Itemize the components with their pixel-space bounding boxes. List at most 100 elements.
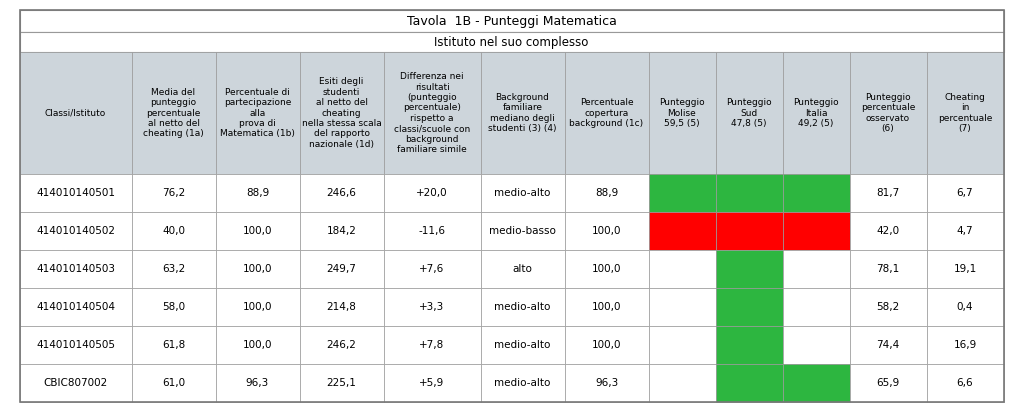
Text: 88,9: 88,9 (595, 188, 618, 198)
Text: medio-basso: medio-basso (489, 226, 555, 236)
Bar (783, 288, 849, 326)
Bar (132, 52, 216, 174)
Bar (565, 250, 649, 288)
Text: Background
familiare
mediano degli
studenti (3) (4): Background familiare mediano degli stude… (488, 93, 557, 133)
Bar (849, 212, 927, 250)
Text: 96,3: 96,3 (246, 378, 269, 388)
Text: 249,7: 249,7 (326, 264, 356, 274)
Text: +3,3: +3,3 (419, 302, 445, 312)
Text: 88,9: 88,9 (246, 188, 269, 198)
Text: +5,9: +5,9 (419, 378, 445, 388)
Bar (216, 288, 300, 326)
Bar (481, 326, 565, 364)
Bar (384, 250, 481, 288)
Text: 246,2: 246,2 (326, 340, 356, 350)
Text: 65,9: 65,9 (877, 378, 899, 388)
Bar (216, 52, 300, 174)
Text: -11,6: -11,6 (418, 226, 445, 236)
Bar (300, 364, 384, 402)
Bar (19, 212, 132, 250)
Text: +7,8: +7,8 (419, 340, 445, 350)
Text: Percentuale
copertura
background (1c): Percentuale copertura background (1c) (570, 98, 643, 128)
Text: Media del
punteggio
percentuale
al netto del
cheating (1a): Media del punteggio percentuale al netto… (143, 88, 204, 138)
Bar (565, 52, 649, 174)
Text: 61,8: 61,8 (162, 340, 185, 350)
Text: medio-alto: medio-alto (494, 188, 550, 198)
Text: 246,6: 246,6 (326, 188, 356, 198)
Text: 76,2: 76,2 (162, 188, 185, 198)
Bar (849, 326, 927, 364)
Text: 414010140502: 414010140502 (36, 226, 115, 236)
Text: 100,0: 100,0 (591, 302, 621, 312)
Text: 63,2: 63,2 (162, 264, 185, 274)
Bar (783, 364, 849, 402)
Text: 100,0: 100,0 (242, 340, 272, 350)
Bar (132, 288, 216, 326)
Text: 58,2: 58,2 (877, 302, 899, 312)
Bar (19, 326, 132, 364)
Text: 100,0: 100,0 (242, 302, 272, 312)
Text: 74,4: 74,4 (877, 340, 899, 350)
Bar (927, 174, 1004, 212)
Bar (19, 52, 132, 174)
Bar (927, 288, 1004, 326)
Bar (216, 364, 300, 402)
Bar (649, 174, 715, 212)
Text: 0,4: 0,4 (957, 302, 973, 312)
Bar (927, 364, 1004, 402)
Text: 81,7: 81,7 (877, 188, 899, 198)
Bar (783, 212, 849, 250)
Text: 225,1: 225,1 (326, 378, 356, 388)
Bar (19, 250, 132, 288)
Text: medio-alto: medio-alto (494, 302, 550, 312)
Bar (783, 250, 849, 288)
Bar (715, 288, 783, 326)
Bar (783, 326, 849, 364)
Bar (927, 250, 1004, 288)
Text: 414010140505: 414010140505 (36, 340, 115, 350)
Text: Tavola  1B - Punteggi Matematica: Tavola 1B - Punteggi Matematica (406, 14, 617, 28)
Bar (300, 52, 384, 174)
Bar (384, 212, 481, 250)
Text: Percentuale di
partecipazione
alla
prova di
Matematica (1b): Percentuale di partecipazione alla prova… (220, 88, 295, 138)
Text: 6,6: 6,6 (957, 378, 973, 388)
Bar (927, 326, 1004, 364)
Text: 78,1: 78,1 (877, 264, 899, 274)
Text: +7,6: +7,6 (419, 264, 445, 274)
Text: 100,0: 100,0 (242, 264, 272, 274)
Bar (216, 250, 300, 288)
Bar (849, 52, 927, 174)
Bar (19, 10, 1004, 32)
Bar (19, 288, 132, 326)
Text: 96,3: 96,3 (595, 378, 618, 388)
Bar (715, 250, 783, 288)
Text: Istituto nel suo complesso: Istituto nel suo complesso (435, 35, 588, 49)
Bar (715, 364, 783, 402)
Bar (384, 364, 481, 402)
Text: 100,0: 100,0 (591, 264, 621, 274)
Bar (927, 212, 1004, 250)
Bar (384, 326, 481, 364)
Text: 100,0: 100,0 (591, 340, 621, 350)
Bar (565, 364, 649, 402)
Bar (300, 250, 384, 288)
Bar (481, 52, 565, 174)
Bar (19, 32, 1004, 52)
Text: Classi/Istituto: Classi/Istituto (45, 108, 106, 117)
Bar (715, 212, 783, 250)
Bar (132, 326, 216, 364)
Text: Esiti degli
studenti
al netto del
cheating
nella stessa scala
del rapporto
nazio: Esiti degli studenti al netto del cheati… (302, 77, 382, 149)
Text: Differenza nei
risultati
(punteggio
percentuale)
rispetto a
classi/scuole con
ba: Differenza nei risultati (punteggio perc… (394, 72, 471, 154)
Text: Punteggio
percentuale
osservato
(6): Punteggio percentuale osservato (6) (860, 93, 916, 133)
Bar (481, 174, 565, 212)
Bar (649, 326, 715, 364)
Text: 414010140504: 414010140504 (36, 302, 115, 312)
Bar (481, 288, 565, 326)
Text: 414010140501: 414010140501 (36, 188, 115, 198)
Bar (132, 212, 216, 250)
Text: Punteggio
Molise
59,5 (5): Punteggio Molise 59,5 (5) (659, 98, 705, 128)
Bar (565, 212, 649, 250)
Text: 214,8: 214,8 (326, 302, 356, 312)
Bar (849, 174, 927, 212)
Bar (384, 52, 481, 174)
